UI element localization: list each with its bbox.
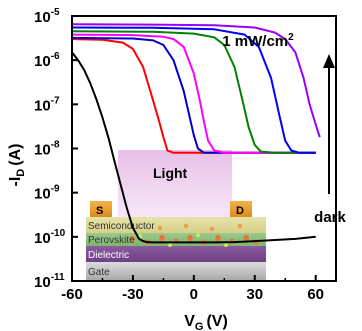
x-tick-label-3: 30 xyxy=(246,286,263,303)
y-tick-label-0: 10-5 xyxy=(34,7,60,26)
y-tick-label-3: 10-8 xyxy=(34,140,60,159)
intensity-label: 1 mW/cm2 xyxy=(222,32,294,50)
x-tick-label-2: 0 xyxy=(190,286,198,303)
series-line-2 xyxy=(72,36,316,154)
y-tick-label-5: 10-10 xyxy=(34,228,66,247)
source-label: S xyxy=(96,205,103,217)
y-tick-label-4: 10-9 xyxy=(34,184,60,203)
gate-layer xyxy=(86,262,266,280)
y-tick-label-1: 10-6 xyxy=(34,51,60,70)
data-curves xyxy=(72,23,321,244)
light-label: Light xyxy=(153,165,188,181)
x-tick-label-0: -60 xyxy=(61,286,83,303)
y-axis-title: -ID(A) xyxy=(7,144,27,187)
semiconductor-layer-label: Semiconductor xyxy=(88,221,155,232)
x-tick-label-1: -30 xyxy=(122,286,144,303)
series-line-6 xyxy=(72,23,321,138)
gate-layer-label: Gate xyxy=(88,267,110,278)
series-line-0 xyxy=(72,51,316,244)
series-line-3 xyxy=(72,33,316,154)
x-axis-ticks: -60 -30 0 30 60 xyxy=(61,275,324,303)
device-schematic: Light S D Semiconductor Perovskite Diele… xyxy=(86,150,266,280)
dielectric-layer-label: Dielectric xyxy=(88,250,129,261)
x-axis-title: VG (V) xyxy=(184,313,228,331)
series-line-5 xyxy=(72,26,316,154)
drain-label: D xyxy=(236,205,244,217)
perovskite-layer-label: Perovskite xyxy=(88,235,135,246)
y-tick-label-6: 10-11 xyxy=(34,272,65,291)
dark-label: dark xyxy=(314,209,346,226)
y-tick-label-2: 10-7 xyxy=(34,95,60,114)
x-tick-label-4: 60 xyxy=(307,286,324,303)
drain-electrode xyxy=(230,201,252,217)
series-line-4 xyxy=(72,30,316,154)
source-electrode xyxy=(90,201,112,217)
intensity-arrow xyxy=(323,54,335,194)
dielectric-layer xyxy=(86,246,266,262)
y-axis-ticks: 10-5 10-6 10-7 10-8 10-9 10-10 10-11 xyxy=(34,7,78,291)
